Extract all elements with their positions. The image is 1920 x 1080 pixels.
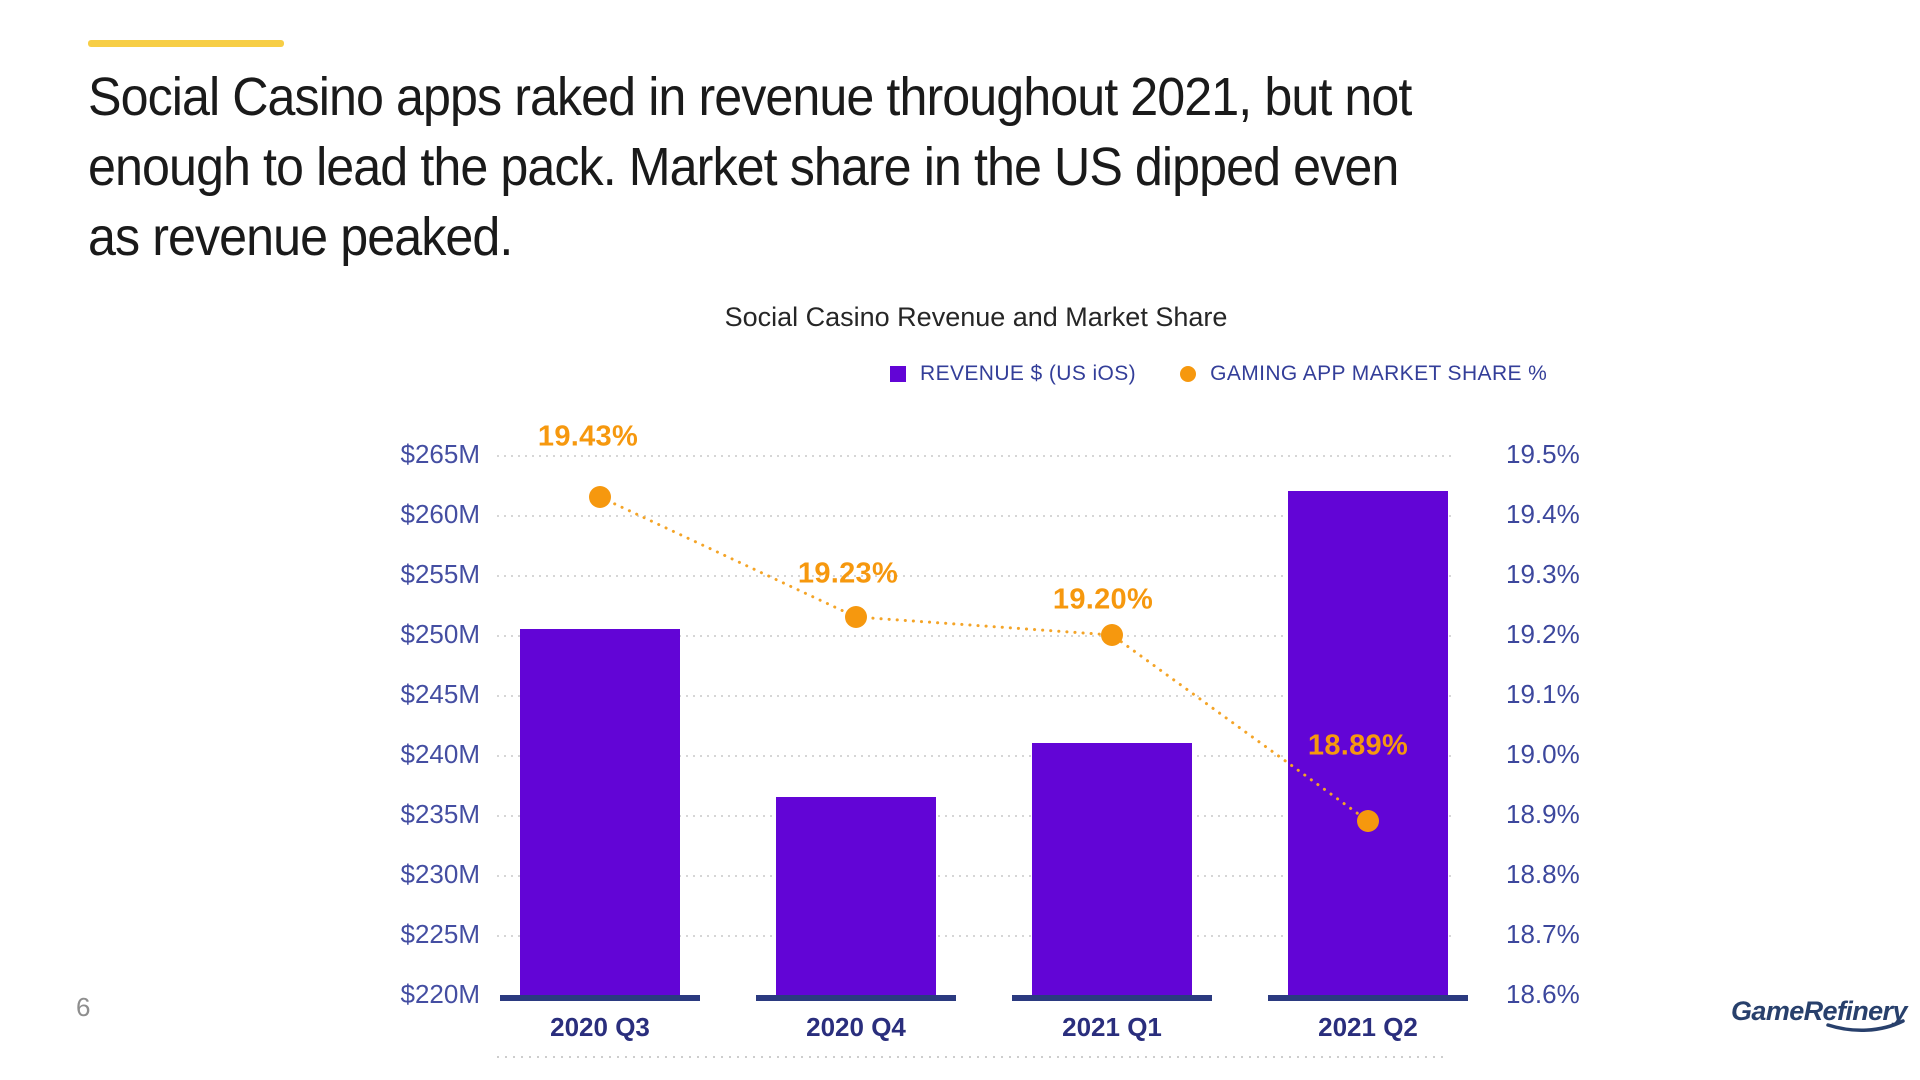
gridline <box>497 935 1455 937</box>
right-axis-tick: 19.5% <box>1506 439 1580 469</box>
logo-swoosh-icon <box>1826 1019 1905 1032</box>
gridline <box>497 695 1455 697</box>
gridline <box>497 815 1455 817</box>
point-label: 18.89% <box>1307 729 1409 762</box>
left-axis-tick: $220M <box>400 979 481 1009</box>
x-axis-label-2020-q4: 2020 Q4 <box>806 1012 906 1042</box>
slide-title: Social Casino apps raked in revenue thro… <box>88 62 1725 272</box>
data-point-2020-q3 <box>589 486 611 508</box>
left-axis-tick: $245M <box>400 679 481 709</box>
axis-baseline-segment <box>1012 995 1212 1001</box>
legend-item-revenue: REVENUE $ (US iOS) <box>890 362 1136 386</box>
page-number: 6 <box>76 992 91 1022</box>
left-axis-tick: $255M <box>400 559 481 589</box>
legend-item-market-share: GAMING APP MARKET SHARE % <box>1180 362 1547 386</box>
x-axis-label-2021-q1: 2021 Q1 <box>1062 1012 1162 1042</box>
gridline <box>497 455 1455 457</box>
market-share-line <box>589 486 1379 832</box>
x-axis-label-2020-q3: 2020 Q3 <box>550 1012 650 1042</box>
legend-square-icon <box>890 366 906 382</box>
bar-2020-q4 <box>776 797 936 995</box>
data-point-2020-q4 <box>845 606 867 628</box>
right-axis-tick: 19.4% <box>1506 499 1580 529</box>
logo-text: GameRefinery <box>1731 996 1909 1026</box>
left-axis-tick: $250M <box>400 619 481 649</box>
left-axis-tick: $235M <box>400 799 481 829</box>
axis-baseline-segment <box>1268 995 1468 1001</box>
bar-2021-q2 <box>1288 491 1448 995</box>
slide-title-line: enough to lead the pack. Market share in… <box>88 137 1399 197</box>
gridline <box>497 575 1455 577</box>
data-point-2021-q1 <box>1101 624 1123 646</box>
right-axis-tick: 19.1% <box>1506 679 1580 709</box>
legend-label: GAMING APP MARKET SHARE % <box>1210 362 1548 385</box>
x-axis-label-2021-q2: 2021 Q2 <box>1318 1012 1418 1042</box>
chart-title: Social Casino Revenue and Market Share <box>724 302 1228 332</box>
right-axis-tick: 19.3% <box>1506 559 1580 589</box>
left-axis-tick: $260M <box>400 499 481 529</box>
slide-title-line: Social Casino apps raked in revenue thro… <box>88 67 1412 127</box>
right-axis-tick: 18.9% <box>1506 799 1580 829</box>
gridline <box>497 875 1455 877</box>
left-axis-tick: $230M <box>400 859 481 889</box>
left-axis-tick: $240M <box>400 739 481 769</box>
left-axis-tick: $225M <box>400 919 481 949</box>
legend-dot-icon <box>1180 366 1197 382</box>
gridline <box>497 635 1455 637</box>
right-axis-tick: 18.7% <box>1506 919 1580 949</box>
left-axis-tick: $265M <box>400 439 481 469</box>
slide-title-line: as revenue peaked. <box>88 207 513 267</box>
bar-2021-q1 <box>1032 743 1192 995</box>
chart-legend: REVENUE $ (US iOS) GAMING APP MARKET SHA… <box>890 362 1547 386</box>
right-axis-tick: 18.8% <box>1506 859 1580 889</box>
axis-baseline-segment <box>756 995 956 1001</box>
bottom-divider <box>497 1056 1447 1058</box>
right-axis-tick: 19.2% <box>1506 619 1580 649</box>
accent-bar <box>88 40 284 47</box>
dotted-line <box>598 495 1370 823</box>
bar-2020-q3 <box>520 629 680 995</box>
axis-baseline-segment <box>500 995 700 1001</box>
point-label: 19.23% <box>797 557 899 590</box>
right-axis-tick: 19.0% <box>1506 739 1580 769</box>
gamerefinery-logo: GameRefinery <box>1731 996 1910 1032</box>
data-point-2021-q2 <box>1357 810 1379 832</box>
legend-label: REVENUE $ (US iOS) <box>920 362 1137 385</box>
point-label: 19.43% <box>537 420 639 453</box>
right-axis-tick: 18.6% <box>1506 979 1580 1009</box>
point-label: 19.20% <box>1052 583 1154 616</box>
gridline <box>497 515 1455 517</box>
gridline <box>497 755 1455 757</box>
